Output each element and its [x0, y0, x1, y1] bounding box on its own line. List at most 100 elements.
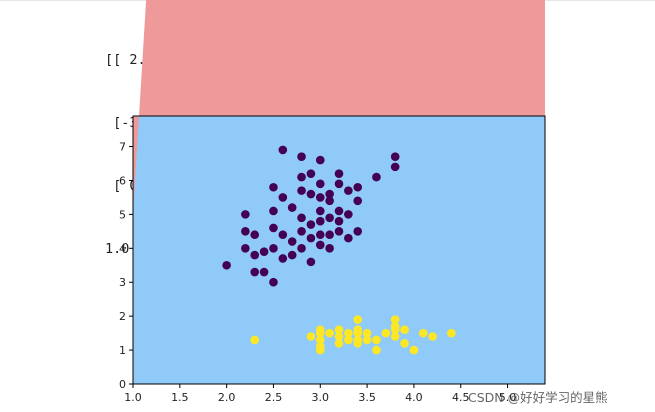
data-point — [269, 223, 278, 233]
data-point — [315, 240, 325, 250]
output-line-4: 1.0 — [105, 241, 130, 257]
data-point — [306, 257, 316, 267]
data-point — [334, 332, 344, 341]
data-point — [306, 233, 316, 243]
data-point — [372, 335, 381, 345]
data-point — [269, 206, 278, 216]
data-point — [334, 169, 344, 178]
data-point — [297, 227, 306, 236]
data-point — [409, 345, 419, 355]
data-point — [315, 342, 325, 351]
data-point — [344, 186, 353, 195]
data-point — [287, 203, 297, 212]
x-tick-label: 3.5 — [358, 391, 376, 404]
x-tick-label: 4.5 — [452, 391, 470, 404]
y-tick-label: 7 — [119, 141, 126, 154]
data-point — [315, 179, 325, 189]
data-point — [344, 210, 353, 219]
data-point — [306, 332, 316, 341]
data-point — [390, 332, 400, 341]
data-point — [250, 267, 260, 277]
data-point — [315, 325, 325, 335]
data-point — [325, 328, 334, 338]
data-point — [278, 193, 288, 202]
data-point — [306, 189, 316, 199]
data-point — [400, 325, 409, 335]
data-point — [222, 260, 231, 270]
data-point — [269, 244, 278, 253]
data-point — [353, 182, 363, 192]
data-point — [315, 155, 325, 165]
data-point — [353, 325, 363, 335]
data-point — [287, 250, 297, 260]
data-point — [315, 230, 325, 240]
data-point — [278, 254, 288, 263]
region-above — [133, 0, 545, 215]
data-point — [278, 145, 288, 155]
data-point — [372, 345, 381, 355]
data-point — [390, 315, 400, 324]
data-point — [297, 213, 306, 223]
data-point — [353, 196, 363, 206]
data-point — [297, 186, 306, 195]
x-tick-label: 1.5 — [171, 391, 189, 404]
y-tick-label: 1 — [119, 344, 126, 357]
data-point — [372, 172, 381, 182]
data-point — [269, 182, 278, 192]
data-point — [334, 206, 344, 216]
data-point — [287, 237, 297, 246]
data-point — [390, 152, 400, 162]
data-point — [259, 267, 269, 277]
data-point — [297, 244, 306, 253]
data-point — [241, 210, 250, 219]
data-point — [250, 335, 260, 345]
data-point — [297, 152, 306, 162]
data-point — [325, 213, 334, 223]
data-point — [315, 193, 325, 202]
data-point — [447, 328, 456, 338]
plot-frame — [132, 115, 546, 385]
data-point — [334, 325, 344, 335]
series-2 — [250, 315, 456, 355]
data-point — [306, 169, 316, 178]
data-point — [259, 247, 269, 256]
data-point — [381, 328, 391, 338]
data-point — [325, 244, 334, 253]
data-point — [362, 328, 372, 338]
y-tick-label: 2 — [119, 310, 126, 323]
data-point — [241, 244, 250, 253]
data-point — [334, 179, 344, 189]
y-tick-label: 3 — [119, 276, 126, 289]
x-tick-label: 5.0 — [499, 391, 517, 404]
data-point — [278, 230, 288, 240]
data-point — [334, 338, 344, 348]
data-point — [241, 227, 250, 236]
data-point — [353, 227, 363, 236]
data-point — [390, 162, 400, 172]
data-point — [353, 335, 363, 345]
data-point — [250, 230, 260, 240]
data-point — [250, 250, 260, 260]
series-1 — [222, 145, 400, 287]
data-point — [344, 328, 353, 338]
data-point — [334, 216, 344, 226]
data-point — [306, 220, 316, 229]
x-tick-label: 3.0 — [312, 391, 330, 404]
data-point — [325, 196, 334, 206]
x-tick-label: 4.0 — [405, 391, 423, 404]
x-tick-label: 2.5 — [265, 391, 283, 404]
data-point — [418, 328, 428, 338]
data-point — [353, 315, 363, 324]
y-tick-label: 6 — [119, 174, 126, 187]
data-point — [362, 335, 372, 345]
data-point — [344, 335, 353, 345]
data-point — [297, 172, 306, 182]
data-point — [315, 206, 325, 216]
y-tick-label: 4 — [119, 242, 126, 255]
x-tick-label: 1.0 — [124, 391, 142, 404]
data-point — [325, 189, 334, 199]
data-point — [400, 338, 409, 348]
x-tick-label: 2.0 — [218, 391, 236, 404]
watermark: CSDN @好好学习的星熊 — [468, 390, 608, 405]
